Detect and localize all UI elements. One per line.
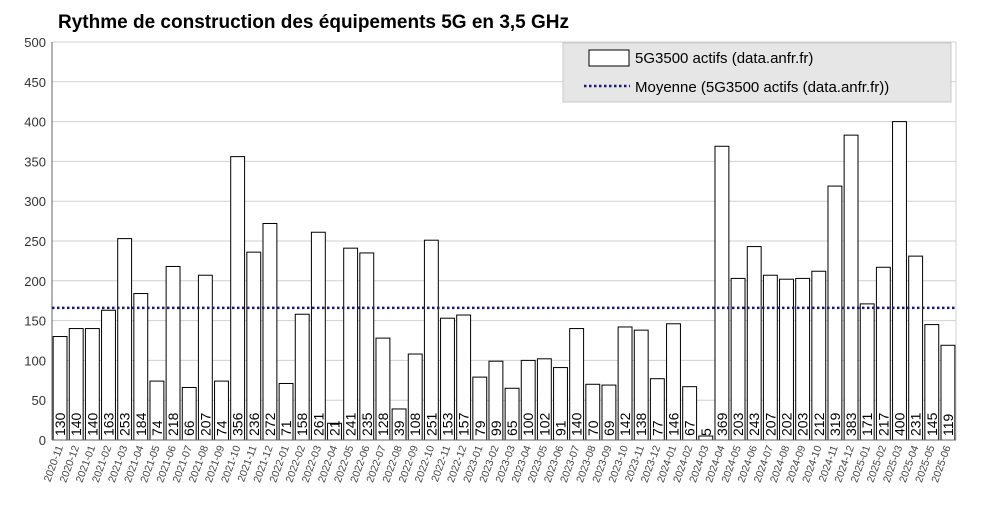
data-label: 218 xyxy=(165,412,181,436)
y-tick-label: 250 xyxy=(24,234,46,249)
data-label: 74 xyxy=(149,420,165,436)
data-label: 5 xyxy=(698,428,714,436)
bar xyxy=(262,222,278,441)
y-tick-label: 150 xyxy=(24,314,46,329)
data-label: 157 xyxy=(456,412,472,436)
y-tick-label: 400 xyxy=(24,115,46,130)
bar xyxy=(343,247,359,441)
data-label: 119 xyxy=(940,413,956,436)
bar xyxy=(746,246,762,441)
data-label: 235 xyxy=(359,412,375,436)
data-label: 99 xyxy=(488,420,504,436)
data-label: 79 xyxy=(472,420,488,436)
data-label: 203 xyxy=(730,412,746,436)
data-label: 140 xyxy=(84,412,100,436)
data-label: 253 xyxy=(117,412,133,436)
data-label: 202 xyxy=(779,412,795,436)
legend-label-series: 5G3500 actifs (data.anfr.fr) xyxy=(635,50,813,67)
legend: 5G3500 actifs (data.anfr.fr) Moyenne (5G… xyxy=(562,42,952,103)
y-tick-label: 200 xyxy=(24,274,46,289)
data-label: 39 xyxy=(391,420,407,436)
bar xyxy=(892,121,907,441)
bar xyxy=(714,145,730,441)
bar xyxy=(117,238,133,441)
y-tick-label: 0 xyxy=(39,433,46,448)
data-label: 153 xyxy=(440,412,456,436)
data-label: 100 xyxy=(520,412,536,436)
data-label: 171 xyxy=(859,412,875,436)
data-label: 138 xyxy=(633,412,649,436)
data-label: 91 xyxy=(553,420,569,436)
data-label: 400 xyxy=(892,412,908,436)
data-label: 163 xyxy=(101,412,117,436)
bar xyxy=(246,251,262,441)
bar xyxy=(908,255,924,441)
y-axis: 0 50 100 150 200 250 300 350 400 450 500 xyxy=(24,35,53,448)
data-label: 272 xyxy=(262,412,278,436)
y-tick-label: 50 xyxy=(32,393,46,408)
data-label: 67 xyxy=(682,420,698,436)
bar xyxy=(230,156,246,441)
data-label: 140 xyxy=(68,412,84,436)
data-label: 145 xyxy=(924,412,940,436)
data-label: 319 xyxy=(827,412,843,436)
data-label: 231 xyxy=(908,412,924,436)
data-label: 69 xyxy=(601,420,617,436)
data-label: 130 xyxy=(52,412,68,436)
y-tick-label: 100 xyxy=(24,353,46,368)
legend-label-average: Moyenne (5G3500 actifs (data.anfr.fr)) xyxy=(635,79,889,96)
data-label: 102 xyxy=(536,412,552,436)
data-label: 108 xyxy=(407,412,423,436)
chart-title: Rythme de construction des équipements 5… xyxy=(58,12,569,33)
data-label: 207 xyxy=(197,412,213,436)
data-label: 70 xyxy=(585,420,601,436)
y-tick-label: 450 xyxy=(24,75,46,90)
x-axis: 2020-112020-122021-012021-022021-032021-… xyxy=(42,439,956,484)
y-tick-label: 500 xyxy=(24,35,46,50)
data-label: 212 xyxy=(811,412,827,436)
data-label: 243 xyxy=(746,412,762,436)
data-label: 383 xyxy=(843,412,859,436)
data-label: 146 xyxy=(666,412,682,436)
legend-bar-swatch xyxy=(588,49,630,67)
data-label: 66 xyxy=(181,420,197,436)
data-label: 203 xyxy=(795,412,811,436)
data-label: 261 xyxy=(310,412,326,436)
data-label: 356 xyxy=(230,412,246,436)
data-label: 241 xyxy=(343,412,359,436)
data-label: 128 xyxy=(375,412,391,436)
bar xyxy=(827,185,843,441)
bar xyxy=(359,252,375,441)
data-label: 217 xyxy=(875,412,891,436)
data-label: 65 xyxy=(504,420,520,436)
data-label: 184 xyxy=(133,412,149,436)
data-label: 21 xyxy=(327,420,343,436)
y-tick-label: 300 xyxy=(24,194,46,209)
data-label: 77 xyxy=(649,420,665,436)
data-label: 74 xyxy=(214,420,230,436)
data-label: 207 xyxy=(762,412,778,436)
bars: 130 140 140 163 253 184 74 218 66 207 74 356 236 272 7… xyxy=(52,121,956,441)
data-label: 236 xyxy=(246,412,262,436)
data-label: 71 xyxy=(278,420,294,436)
data-label: 158 xyxy=(294,412,310,436)
data-label: 140 xyxy=(569,412,585,436)
y-tick-label: 350 xyxy=(24,154,46,169)
data-label: 251 xyxy=(423,412,439,436)
data-label: 142 xyxy=(617,412,633,436)
bar xyxy=(843,134,859,441)
bar xyxy=(423,239,439,441)
data-label: 369 xyxy=(714,412,730,436)
bar xyxy=(310,231,326,441)
